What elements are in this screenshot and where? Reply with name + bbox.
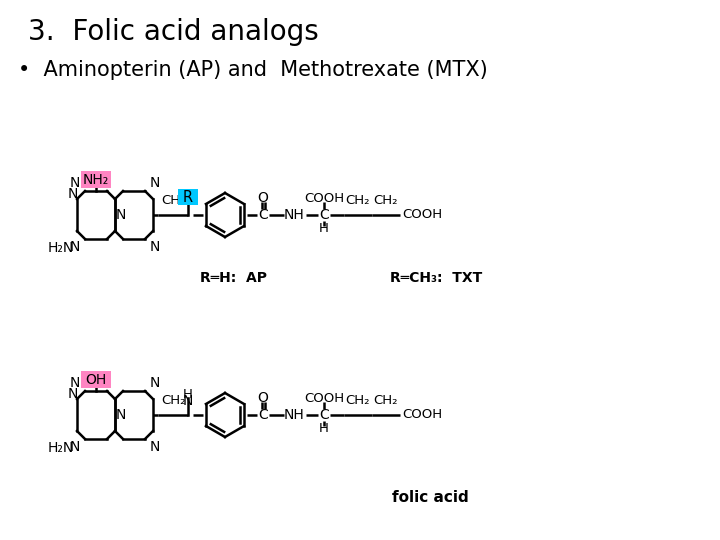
Text: 3.  Folic acid analogs: 3. Folic acid analogs — [28, 18, 319, 46]
Text: R: R — [183, 190, 193, 205]
Text: N: N — [150, 176, 161, 190]
Text: N: N — [116, 408, 127, 422]
Text: H₂N: H₂N — [48, 441, 74, 455]
Text: R═CH₃:  TXT: R═CH₃: TXT — [390, 271, 482, 285]
Text: N: N — [70, 240, 80, 254]
FancyBboxPatch shape — [178, 189, 198, 205]
Text: •  Aminopterin (AP) and  Methotrexate (MTX): • Aminopterin (AP) and Methotrexate (MTX… — [18, 60, 487, 80]
Text: COOH: COOH — [402, 208, 442, 221]
Text: N: N — [150, 440, 161, 454]
Text: N: N — [70, 176, 80, 190]
Text: COOH: COOH — [304, 192, 344, 205]
Text: N: N — [150, 376, 161, 390]
Text: N: N — [70, 376, 80, 390]
Text: N: N — [116, 208, 127, 222]
Text: C: C — [319, 408, 329, 422]
Text: CH₂: CH₂ — [346, 394, 370, 407]
Text: N: N — [70, 440, 80, 454]
Text: CH₂: CH₂ — [374, 194, 398, 207]
Text: CH₂: CH₂ — [346, 194, 370, 207]
Text: H: H — [183, 388, 193, 401]
Text: C: C — [319, 208, 329, 222]
Text: H: H — [319, 422, 329, 435]
FancyBboxPatch shape — [81, 171, 111, 188]
Text: OH: OH — [86, 373, 107, 387]
Text: NH₂: NH₂ — [83, 172, 109, 186]
Text: CH₂: CH₂ — [374, 394, 398, 407]
Text: H₂N: H₂N — [48, 241, 74, 255]
Text: CH₂: CH₂ — [161, 394, 185, 407]
Text: NH: NH — [284, 208, 305, 222]
Text: C: C — [258, 208, 268, 222]
Text: N: N — [68, 387, 78, 401]
Text: COOH: COOH — [402, 408, 442, 422]
Text: NH: NH — [284, 408, 305, 422]
Text: O: O — [258, 391, 269, 405]
Text: N: N — [183, 394, 193, 408]
Text: R═H:  AP: R═H: AP — [200, 271, 267, 285]
Text: C: C — [258, 408, 268, 422]
Text: CH₂: CH₂ — [161, 194, 185, 207]
Text: N: N — [183, 194, 193, 208]
Text: N: N — [68, 187, 78, 201]
Text: COOH: COOH — [304, 392, 344, 404]
Text: H: H — [319, 222, 329, 235]
Text: folic acid: folic acid — [392, 489, 469, 504]
Text: O: O — [258, 191, 269, 205]
FancyBboxPatch shape — [81, 371, 111, 388]
Text: N: N — [150, 240, 161, 254]
